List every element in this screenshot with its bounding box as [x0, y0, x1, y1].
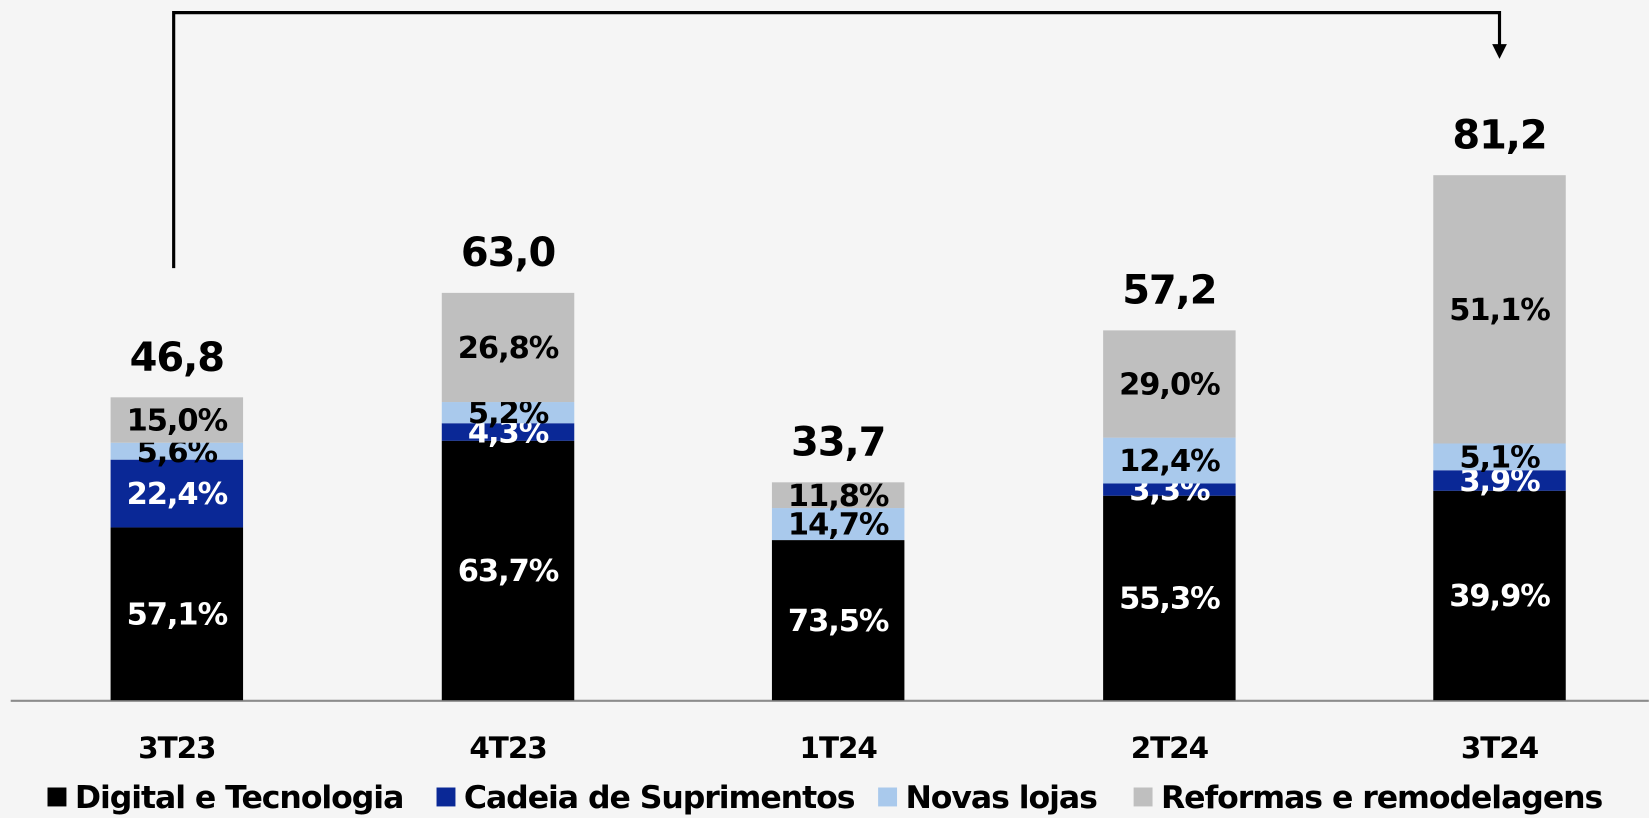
bar-segment: [1103, 330, 1236, 438]
bar-segment: [1433, 470, 1566, 491]
segment-label: 15,0%: [127, 404, 228, 439]
arrow-head: [1492, 44, 1507, 59]
bar-segment: [441, 440, 575, 701]
bar-segment: [110, 459, 244, 528]
segment-label: 26,8%: [458, 331, 559, 366]
bar-segment: [110, 442, 244, 460]
bar-segment: [1103, 437, 1236, 484]
legend-swatch: [436, 787, 456, 807]
bar-segment: [771, 482, 905, 509]
x-tick-label: 3T23: [138, 731, 215, 765]
segment-label: 22,4%: [127, 477, 228, 512]
bar-segment: [771, 540, 905, 701]
segment-label: 63,7%: [458, 554, 559, 589]
bar-segment: [441, 423, 575, 441]
total-label: 46,8: [130, 335, 224, 381]
total-label: 33,7: [791, 419, 885, 465]
bar-segment: [771, 508, 905, 541]
growth-arrow: [172, 11, 1502, 269]
segment-label: 39,9%: [1449, 579, 1550, 614]
bar-segment: [110, 527, 244, 701]
total-label: 57,2: [1122, 268, 1216, 314]
bar-segment: [1433, 175, 1566, 444]
bar-segment: [1103, 495, 1236, 701]
bar-segment: [441, 402, 575, 424]
segment-label: 12,4%: [1119, 444, 1220, 479]
segment-label: 55,3%: [1119, 582, 1220, 617]
segment-label: 29,0%: [1119, 368, 1220, 403]
segment-label: 14,7%: [788, 508, 889, 543]
x-tick-label: 2T24: [1131, 731, 1209, 765]
bar-segment: [1433, 443, 1566, 471]
legend-label: Novas lojas: [905, 780, 1097, 816]
segment-label: 73,5%: [788, 604, 889, 639]
bar-segment: [110, 397, 244, 443]
x-tick-label: 1T24: [800, 731, 878, 765]
x-tick-label: 4T23: [469, 731, 546, 765]
x-tick-label: 3T24: [1461, 731, 1539, 765]
total-label: 63,0: [461, 230, 555, 276]
bar-segment: [441, 292, 575, 403]
total-label: 81,2: [1452, 112, 1546, 158]
segment-label: 51,1%: [1449, 293, 1550, 328]
legend-label: Reformas e remodelagens: [1161, 780, 1603, 816]
bar-segment: [1433, 490, 1566, 701]
segment-label: 5,2%: [468, 396, 549, 431]
legend-swatch: [47, 787, 67, 807]
segment-label: 11,8%: [788, 479, 889, 514]
legend-label: Digital e Tecnologia: [75, 780, 403, 816]
legend-swatch: [1133, 787, 1153, 807]
bar-segment: [1103, 483, 1236, 496]
segment-label: 57,1%: [127, 597, 228, 632]
legend-swatch: [878, 787, 898, 807]
legend-label: Cadeia de Suprimentos: [464, 780, 855, 816]
segment-label: 5,1%: [1459, 440, 1540, 475]
